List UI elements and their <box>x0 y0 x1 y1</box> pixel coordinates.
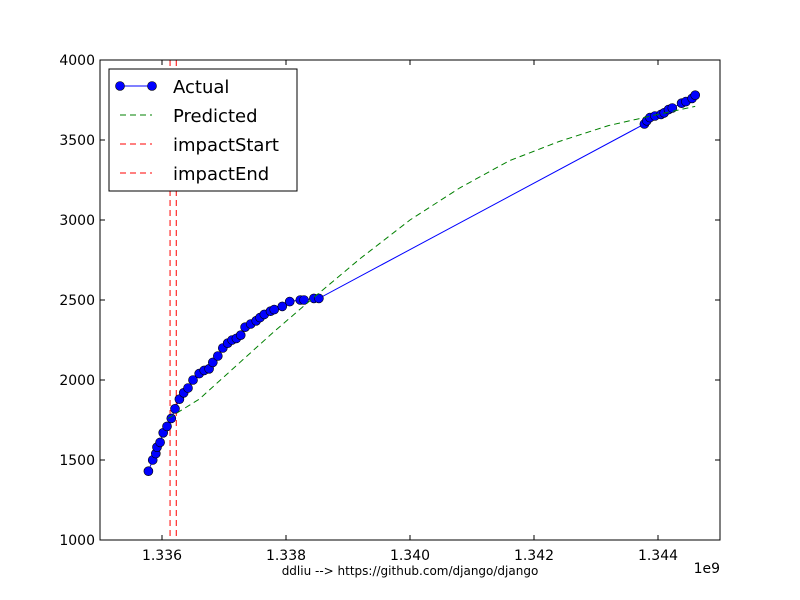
actual-point <box>235 330 246 341</box>
legend-marker-actual <box>115 81 125 91</box>
legend-label-impactstart: impactStart <box>173 135 279 156</box>
actual-point <box>170 403 180 414</box>
predicted-series-line <box>167 105 696 419</box>
x-tick-label: 1.336 <box>142 548 182 564</box>
actual-point <box>188 375 198 385</box>
y-tick-label: 3500 <box>59 133 95 149</box>
legend: Actual Predicted impactStart impactEnd <box>108 68 298 192</box>
actual-point <box>183 383 193 393</box>
x-tick-label: 1.338 <box>266 548 306 564</box>
x-axis-label: ddliu --> https://github.com/django/djan… <box>282 564 539 578</box>
y-tick-label: 3000 <box>59 213 95 229</box>
x-tick-label: 1.340 <box>390 548 430 564</box>
actual-point <box>208 357 218 368</box>
legend-label-predicted: Predicted <box>173 106 258 127</box>
actual-point <box>299 295 309 305</box>
actual-point <box>269 304 280 315</box>
legend-frame <box>108 68 298 192</box>
actual-point <box>277 301 288 312</box>
x-tick-label: 1.344 <box>638 548 678 564</box>
actual-point <box>284 296 295 307</box>
actual-point <box>143 466 154 477</box>
x-tick-label: 1.342 <box>514 548 554 564</box>
actual-point <box>690 90 701 100</box>
legend-marker-actual <box>147 81 157 91</box>
y-tick-label: 4000 <box>59 53 95 69</box>
actual-point <box>314 293 324 304</box>
legend-label-actual: Actual <box>173 77 229 98</box>
actual-point <box>166 413 177 424</box>
actual-point <box>162 421 172 432</box>
y-tick-label: 2000 <box>59 373 95 389</box>
x-offset-label: 1e9 <box>694 561 720 577</box>
y-tick-label: 2500 <box>59 293 95 309</box>
y-tick-label: 1000 <box>59 533 95 549</box>
actual-point <box>155 437 165 448</box>
legend-label-impactend: impactEnd <box>173 164 269 185</box>
actual-point <box>213 351 223 361</box>
actual-point <box>667 103 678 113</box>
y-tick-label: 1500 <box>59 453 95 469</box>
